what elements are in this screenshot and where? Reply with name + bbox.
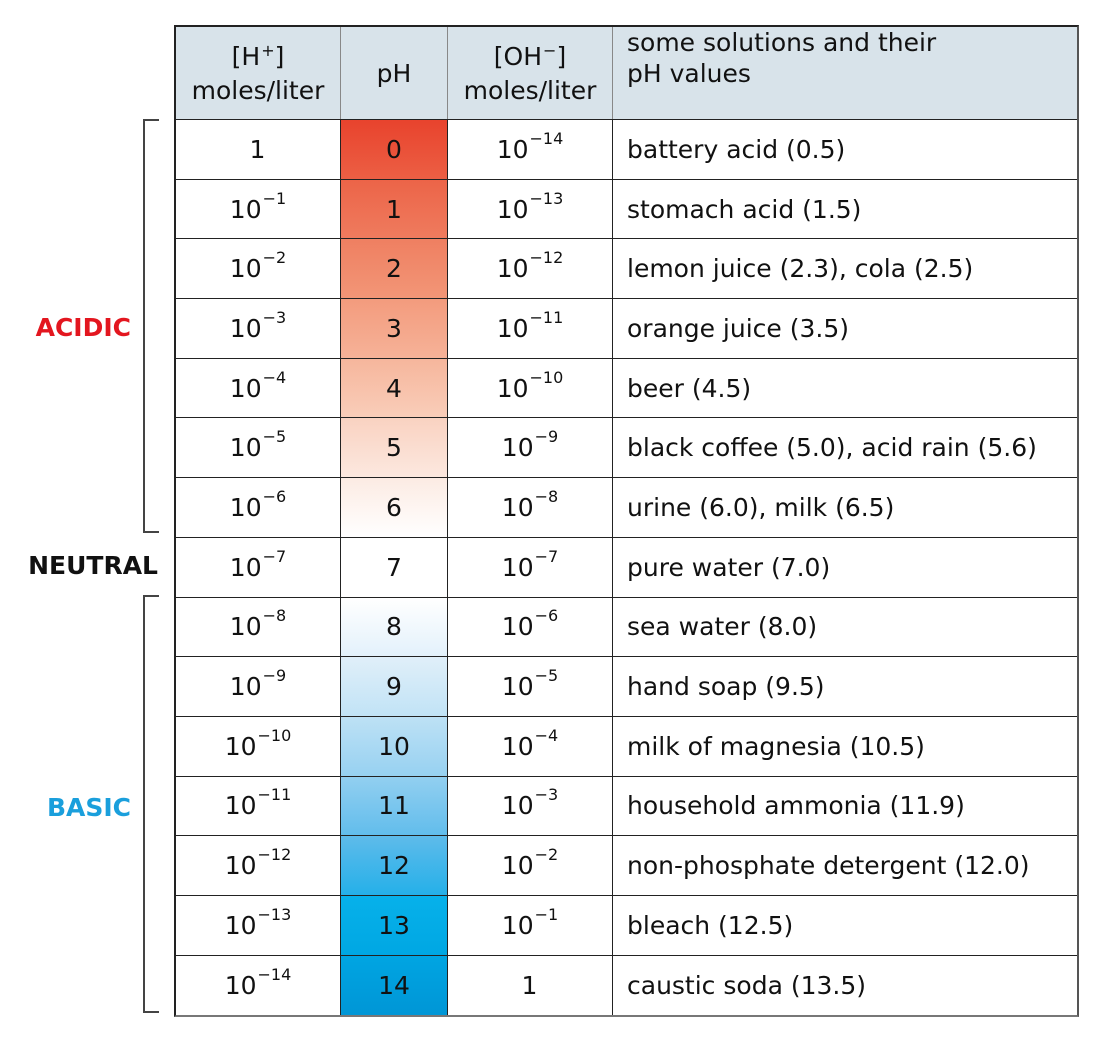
table-header: [H+] moles/liter pH [OH−] moles/liter so… [176, 27, 1077, 120]
neutral-label: NEUTRAL [28, 551, 158, 580]
basic-label: BASIC [46, 793, 131, 822]
oh-concentration-cell: 10 −9 [448, 418, 613, 478]
ph-value-cell: 4 [341, 358, 448, 418]
oh-concentration-cell: 10 −12 [448, 239, 613, 299]
table-row: 10 −6 6 10 −8 urine (6.0), milk (6.5) [176, 478, 1077, 538]
oh-concentration-cell: 10 −5 [448, 657, 613, 716]
acidic-label: ACIDIC [35, 313, 131, 342]
oh-concentration-cell: 10 −13 [448, 179, 613, 239]
solution-example-cell: black coffee (5.0), acid rain (5.6) [627, 433, 1037, 463]
h-concentration-cell: 10 −4 [176, 358, 341, 418]
h-concentration-cell: 10 −2 [176, 239, 341, 299]
solution-example-cell: stomach acid (1.5) [627, 194, 862, 224]
solution-example-cell: urine (6.0), milk (6.5) [627, 492, 895, 522]
table-row: 10 −9 9 10 −5 hand soap (9.5) [176, 657, 1077, 717]
table-row: 10 −13 13 10 −1 bleach (12.5) [176, 895, 1077, 956]
ph-value-cell: 13 [341, 895, 448, 955]
header-oh-concentration: [OH−] moles/liter [448, 27, 613, 119]
oh-concentration-cell: 10 −6 [448, 597, 613, 657]
ph-value-cell: 7 [341, 537, 448, 597]
solution-example-cell: pure water (7.0) [627, 552, 831, 582]
solution-example-cell: caustic soda (13.5) [627, 970, 867, 1000]
table-row: 10 −14 14 1 caustic soda (13.5) [176, 955, 1077, 1016]
oh-concentration-cell: 10 −11 [448, 299, 613, 358]
header-solutions: some solutions and their pH values [627, 28, 937, 88]
ph-value-cell: 3 [341, 299, 448, 358]
solution-example-cell: beer (4.5) [627, 373, 752, 403]
ph-value-cell: 1 [341, 179, 448, 239]
ph-value-cell: 11 [341, 776, 448, 836]
header-h-concentration: [H+] moles/liter [176, 27, 341, 119]
header-ph: pH [341, 27, 448, 119]
oh-concentration-cell: 10 −1 [448, 895, 613, 955]
solution-example-cell: sea water (8.0) [627, 612, 818, 642]
solution-example-cell: household ammonia (11.9) [627, 791, 965, 821]
h-concentration-cell: 10 −7 [176, 537, 341, 597]
solution-example-cell: hand soap (9.5) [627, 672, 825, 702]
solution-example-cell: lemon juice (2.3), cola (2.5) [627, 254, 974, 284]
basic-bracket [143, 595, 159, 1013]
table-row: 10 −12 12 10 −2 non-phosphate detergent (12.0… [176, 836, 1077, 896]
table-row: 10 −3 3 10 −11 orange juice (3.5) [176, 299, 1077, 359]
solution-example-cell: orange juice (3.5) [627, 313, 850, 343]
oh-concentration-cell: 1 [448, 955, 613, 1016]
h-concentration-cell: 10 −11 [176, 776, 341, 836]
h-concentration-cell: 10 −5 [176, 418, 341, 478]
h-concentration-cell: 10 −14 [176, 955, 341, 1016]
h-concentration-cell: 10 −6 [176, 478, 341, 537]
h-concentration-cell: 10 −8 [176, 597, 341, 657]
table-row: 1 0 10 −14 battery acid (0.5) [176, 120, 1077, 180]
table-row: 10 −7 7 10 −7 pure water (7.0) [176, 537, 1077, 598]
oh-concentration-cell: 10 −7 [448, 537, 613, 597]
oh-concentration-cell: 10 −2 [448, 836, 613, 895]
ph-value-cell: 6 [341, 478, 448, 537]
ph-value-cell: 12 [341, 836, 448, 895]
table-row: 10 −5 5 10 −9 black coffee (5.0), acid rain (… [176, 418, 1077, 479]
table-row: 10 −11 11 10 −3 household ammonia (11.9) [176, 776, 1077, 837]
ph-table: [H+] moles/liter pH [OH−] moles/liter so… [174, 25, 1079, 1018]
oh-concentration-cell: 10 −4 [448, 716, 613, 776]
acidic-bracket [143, 119, 159, 533]
h-concentration-cell: 10 −12 [176, 836, 341, 895]
h-concentration-cell: 10 −1 [176, 179, 341, 239]
table-row: 10 −8 8 10 −6 sea water (8.0) [176, 597, 1077, 658]
table-row: 10 −10 10 10 −4 milk of magnesia (10.5) [176, 716, 1077, 777]
ph-value-cell: 14 [341, 955, 448, 1016]
h-concentration-cell: 10 −13 [176, 895, 341, 955]
h-concentration-cell: 1 [176, 120, 341, 179]
table-row: 10 −2 2 10 −12 lemon juice (2.3), cola (2.5) [176, 239, 1077, 300]
ph-value-cell: 9 [341, 657, 448, 716]
solution-example-cell: non-phosphate detergent (12.0) [627, 851, 1030, 881]
oh-concentration-cell: 10 −8 [448, 478, 613, 537]
ph-value-cell: 10 [341, 716, 448, 776]
oh-concentration-cell: 10 −3 [448, 776, 613, 836]
table-row: 10 −4 4 10 −10 beer (4.5) [176, 358, 1077, 419]
solution-example-cell: milk of magnesia (10.5) [627, 731, 925, 761]
ph-value-cell: 2 [341, 239, 448, 299]
h-concentration-cell: 10 −10 [176, 716, 341, 776]
h-concentration-cell: 10 −9 [176, 657, 341, 716]
solution-example-cell: bleach (12.5) [627, 910, 794, 940]
solution-example-cell: battery acid (0.5) [627, 134, 846, 164]
h-concentration-cell: 10 −3 [176, 299, 341, 358]
ph-value-cell: 0 [341, 120, 448, 179]
table-row: 10 −1 1 10 −13 stomach acid (1.5) [176, 179, 1077, 240]
oh-concentration-cell: 10 −14 [448, 120, 613, 179]
oh-concentration-cell: 10 −10 [448, 358, 613, 418]
ph-value-cell: 5 [341, 418, 448, 478]
ph-value-cell: 8 [341, 597, 448, 657]
